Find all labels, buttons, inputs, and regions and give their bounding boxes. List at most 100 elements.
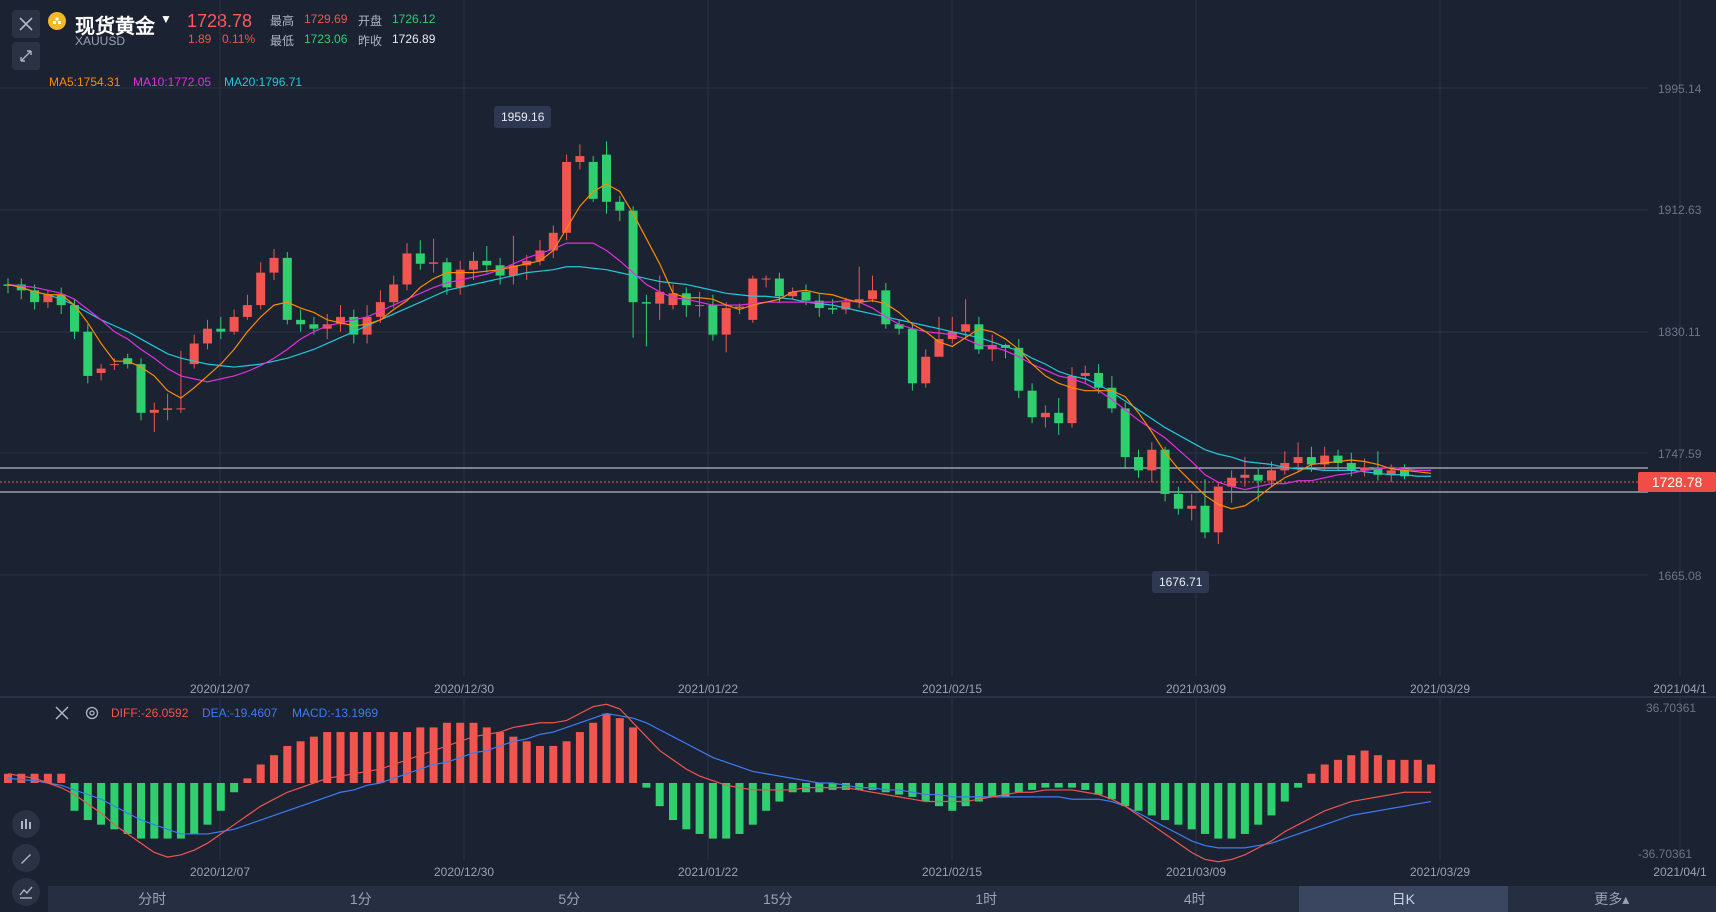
macd-histogram-bar — [629, 727, 638, 783]
candle-body — [1080, 372, 1090, 376]
macd-histogram-bar — [43, 773, 52, 783]
open-label: 开盘 — [358, 14, 383, 28]
macd-histogram-bar — [509, 736, 518, 783]
candle-body — [176, 408, 186, 410]
indicator-icon[interactable] — [12, 810, 40, 838]
candle-body — [1227, 477, 1237, 487]
candle-body — [1027, 390, 1037, 418]
macd-histogram-bar — [1081, 783, 1090, 790]
candle-body — [43, 294, 53, 303]
candle-body — [522, 260, 532, 266]
candle-body — [1213, 486, 1223, 533]
macd-date-label-7: 2021/04/1 — [1653, 865, 1707, 879]
candle-body — [256, 272, 266, 306]
candle-body — [868, 290, 877, 300]
macd-value-legend: MACD:-13.1969 — [292, 706, 379, 720]
period-tab-timeshare[interactable]: 分时 — [138, 891, 167, 907]
min-price-marker: 1676.71 — [1152, 571, 1210, 593]
dea-line — [7, 712, 1432, 849]
macd-histogram-bar — [762, 783, 771, 811]
macd-histogram-bar — [256, 764, 265, 783]
macd-histogram-bar — [1294, 783, 1303, 788]
macd-histogram-bar — [442, 722, 451, 783]
candle-body — [229, 316, 239, 332]
candle-body — [535, 250, 545, 261]
macd-settings-icon[interactable] — [84, 705, 100, 726]
macd-histogram-bar — [1413, 759, 1422, 783]
macd-histogram-bar — [1360, 750, 1369, 783]
macd-histogram-bar — [562, 741, 571, 783]
candle-body — [282, 257, 292, 320]
period-tab-daily[interactable]: 日K — [1299, 886, 1508, 912]
macd-histogram-bar — [70, 783, 79, 811]
candle-body — [309, 324, 319, 329]
macd-histogram-bar — [456, 722, 465, 783]
candle-body — [1094, 372, 1104, 388]
period-tab-15m[interactable]: 15分 — [762, 891, 793, 907]
candle-body — [442, 262, 452, 288]
macd-close-icon[interactable] — [55, 706, 69, 725]
candle-body — [469, 260, 478, 270]
candle-body — [136, 364, 146, 413]
price-axis-1: 1995.14 — [1658, 82, 1702, 96]
period-tab-1m[interactable]: 1分 — [349, 891, 372, 907]
macd-histogram-bar — [841, 783, 850, 790]
candle-body — [695, 305, 705, 307]
date-label-6: 2021/03/29 — [1409, 682, 1471, 696]
close-icon[interactable] — [12, 10, 40, 38]
candle-body — [269, 257, 279, 273]
macd-histogram-bar — [828, 783, 837, 790]
symbol-dropdown-icon[interactable]: ▼ — [160, 12, 172, 26]
candle-body — [602, 154, 611, 202]
macd-histogram-bar — [376, 732, 385, 783]
macd-histogram-bar — [137, 783, 145, 839]
candle-body — [668, 293, 678, 306]
candle-body — [1306, 457, 1316, 465]
macd-histogram-bar — [216, 783, 225, 811]
macd-histogram-bar — [695, 783, 704, 834]
period-tab-1h[interactable]: 1时 — [975, 891, 998, 907]
candle-body — [655, 291, 665, 304]
ma10-legend: MA10:1772.05 — [133, 75, 212, 89]
max-price-marker: 1959.16 — [494, 106, 552, 128]
candle-body — [921, 356, 931, 384]
macd-histogram-bar — [176, 783, 185, 839]
candlestick-chart[interactable] — [0, 0, 1716, 886]
gold-coin-icon — [48, 12, 66, 30]
macd-histogram-bar — [868, 783, 877, 790]
symbol-name[interactable]: 现货黄金 — [75, 16, 155, 38]
period-tab-5m[interactable]: 5分 — [558, 891, 581, 907]
candle-body — [641, 302, 651, 304]
macd-histogram-bar — [150, 783, 159, 839]
macd-histogram-bar — [1334, 759, 1342, 783]
candle-body — [30, 290, 40, 303]
macd-histogram-bar — [1214, 783, 1223, 839]
candle-body — [801, 291, 811, 301]
macd-histogram-bar — [788, 783, 797, 793]
candle-body — [814, 300, 824, 309]
candle-body — [1107, 387, 1117, 409]
candle-body — [615, 201, 625, 211]
macd-histogram-bar — [83, 783, 92, 821]
macd-histogram-bar — [230, 783, 239, 793]
period-tab-4h[interactable]: 4时 — [1183, 891, 1206, 907]
period-tab-more[interactable]: 更多▴ — [1594, 891, 1630, 907]
macd-histogram-bar — [522, 741, 531, 783]
candle-body — [735, 306, 744, 309]
candle-body — [721, 308, 731, 335]
candle-body — [987, 344, 997, 350]
macd-histogram-bar — [323, 732, 332, 783]
candle-body — [854, 299, 864, 303]
candle-body — [774, 278, 784, 297]
collapse-icon[interactable] — [12, 42, 40, 70]
candle-body — [628, 210, 638, 303]
macd-histogram-bar — [496, 732, 505, 783]
candle-body — [415, 253, 425, 264]
macd-histogram-bar — [309, 736, 318, 783]
macd-histogram-bar — [1427, 764, 1436, 783]
candle-body — [1014, 347, 1024, 391]
candle-body — [907, 328, 917, 384]
chart-type-icon[interactable] — [12, 878, 40, 906]
pencil-icon[interactable] — [12, 844, 40, 872]
candle-body — [429, 262, 439, 264]
